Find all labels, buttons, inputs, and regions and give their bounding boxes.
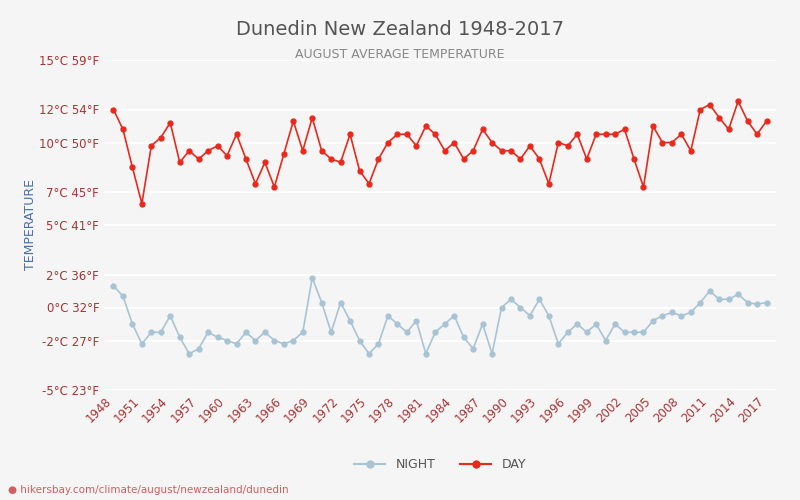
Text: Dunedin New Zealand 1948-2017: Dunedin New Zealand 1948-2017	[236, 20, 564, 39]
Text: ● hikersbay.com/climate/august/newzealand/dunedin: ● hikersbay.com/climate/august/newzealan…	[8, 485, 289, 495]
Text: AUGUST AVERAGE TEMPERATURE: AUGUST AVERAGE TEMPERATURE	[295, 48, 505, 60]
Y-axis label: TEMPERATURE: TEMPERATURE	[24, 180, 37, 270]
Legend: NIGHT, DAY: NIGHT, DAY	[349, 453, 531, 476]
